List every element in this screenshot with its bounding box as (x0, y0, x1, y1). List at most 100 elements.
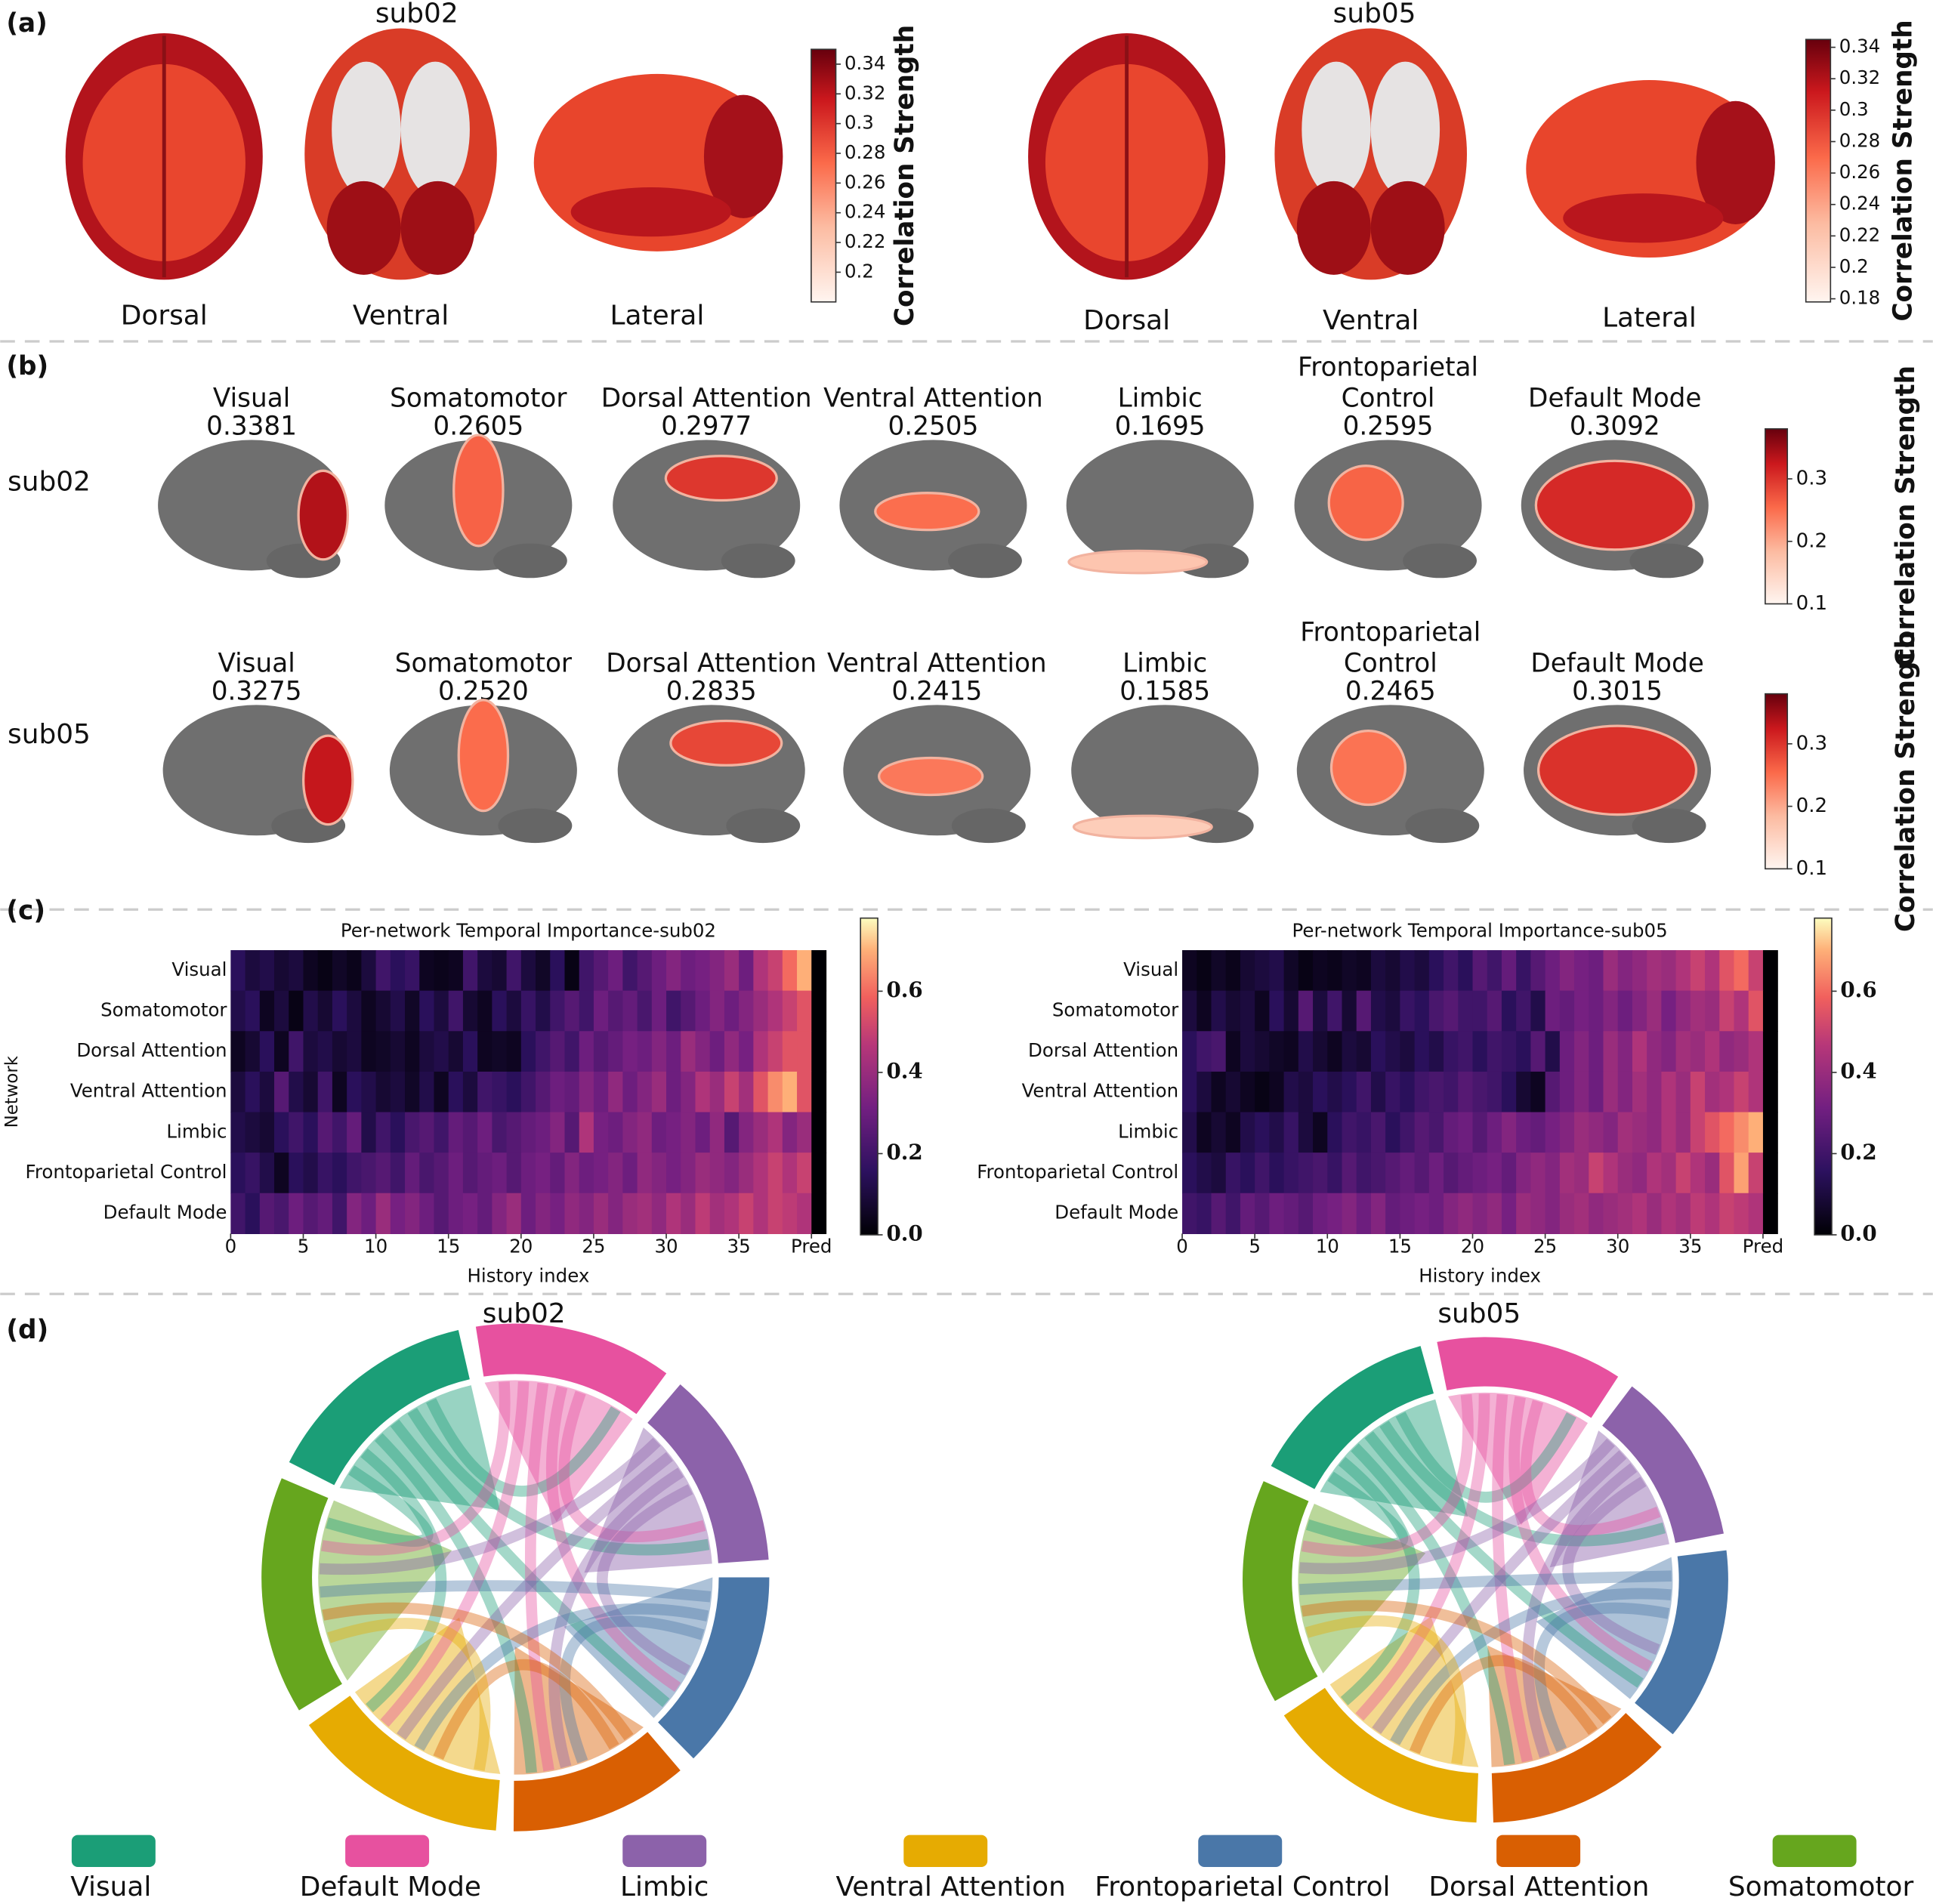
network-title: Visual (218, 648, 295, 678)
colorbar-tick-label: 0.3 (1796, 732, 1828, 755)
heat-cell (724, 1031, 740, 1072)
heat-cell (361, 1112, 377, 1153)
heat-cell (1240, 990, 1255, 1032)
heat-cell (1603, 1031, 1619, 1072)
brain-region (1696, 100, 1775, 224)
heat-cell (1705, 950, 1720, 992)
brain-region (570, 187, 731, 237)
heat-cell (245, 990, 261, 1032)
heat-cell (1472, 1153, 1488, 1194)
heat-cell (767, 1031, 783, 1072)
heat-cell (506, 1031, 522, 1072)
heat-cell (681, 950, 696, 992)
heat-cell (1632, 1071, 1647, 1113)
heat-cell (1400, 1071, 1416, 1113)
heat-cell (1762, 1112, 1778, 1153)
heat-cell (347, 990, 363, 1032)
heat-cell (1444, 950, 1459, 992)
network-title-box: Visual (213, 383, 290, 412)
chord-ribbon (414, 1603, 709, 1751)
heat-cell (1690, 950, 1706, 992)
heat-cell (709, 1071, 725, 1113)
network-value: 0.3015 (1572, 677, 1663, 707)
heat-cell (1545, 1031, 1561, 1072)
heat-cell (681, 1112, 696, 1153)
heat-cell (1255, 1031, 1271, 1072)
heat-cell (1748, 1071, 1764, 1113)
heat-cell (550, 1112, 566, 1153)
chord-base (1320, 1399, 1468, 1517)
heat-cell (1559, 950, 1575, 992)
heat-cell (1559, 1071, 1575, 1113)
brain (1071, 705, 1259, 836)
chord-ribbon (426, 1398, 621, 1497)
heat-cell (782, 950, 798, 992)
heat-cell (651, 1193, 667, 1234)
heat-cell (1559, 1193, 1575, 1234)
heat-cell (317, 950, 333, 992)
chord-base (514, 1646, 644, 1775)
heat-cell (1545, 1071, 1561, 1113)
heat-cell (492, 950, 508, 992)
heat-cell (1428, 950, 1444, 992)
colorbar (1805, 39, 1832, 303)
heat-cell (1444, 1153, 1459, 1194)
x-tick-label: 5 (298, 1235, 310, 1257)
heat-cell (390, 1193, 406, 1234)
row-label: Default Mode (103, 1202, 227, 1224)
x-tick-label: 10 (364, 1235, 388, 1257)
network-patch (1072, 814, 1213, 840)
brain-region (1563, 193, 1724, 243)
heat-cell (303, 990, 319, 1032)
heat-cell (608, 1071, 624, 1113)
heat-cell (1444, 990, 1459, 1032)
heat-cell (622, 1193, 638, 1234)
heat-cell (1342, 990, 1357, 1032)
network-title-box: Visual (218, 648, 295, 678)
heat-cell (259, 1071, 275, 1113)
heat-cell (506, 1193, 522, 1234)
heat-cell (245, 1071, 261, 1113)
network-patch (1327, 464, 1404, 542)
heat-cell (1574, 990, 1589, 1032)
heat-cell (405, 950, 420, 992)
heat-cell (608, 1031, 624, 1072)
heat-cell (1501, 950, 1517, 992)
heat-cell (637, 950, 653, 992)
heat-cell (782, 1193, 798, 1234)
heat-cell (245, 950, 261, 992)
heat-cell (1705, 990, 1720, 1032)
colorbar-tick-label: 0.6 (1840, 977, 1876, 1002)
chord-base (564, 1577, 713, 1718)
heat-cell (564, 1153, 580, 1194)
heat-cell (1617, 1071, 1633, 1113)
heat-cell (1255, 1193, 1271, 1234)
heat-cell (739, 1193, 755, 1234)
row-label: Visual (1123, 958, 1178, 980)
chord-ribbon (1508, 1396, 1653, 1672)
heat-cell (1370, 1193, 1386, 1234)
heat-cell (593, 990, 609, 1032)
heat-cell (1675, 1071, 1691, 1113)
heat-cell (1414, 1193, 1430, 1234)
heat-cell (1762, 990, 1778, 1032)
heat-cell (1501, 1193, 1517, 1234)
chart-title: Per-network Temporal Importance-sub05 (1292, 920, 1668, 942)
chord-ribbon (1522, 1463, 1638, 1758)
heat-cell (536, 950, 551, 992)
legend-label: Limbic (620, 1872, 709, 1902)
heat-cell (739, 990, 755, 1032)
heat-cell (564, 1112, 580, 1153)
heat-cell (782, 1071, 798, 1113)
view-label: Lateral (1602, 303, 1697, 334)
heat-cell (1182, 1031, 1197, 1072)
chord-base (1447, 1392, 1589, 1526)
heat-cell (347, 1112, 363, 1153)
heat-cell (695, 1071, 711, 1113)
heat-cell (1690, 1112, 1706, 1153)
legend-swatch (71, 1835, 156, 1868)
heat-cell (1458, 1112, 1474, 1153)
heat-cell (332, 1031, 347, 1072)
network-patch (878, 756, 984, 797)
heat-cell (1182, 950, 1197, 992)
